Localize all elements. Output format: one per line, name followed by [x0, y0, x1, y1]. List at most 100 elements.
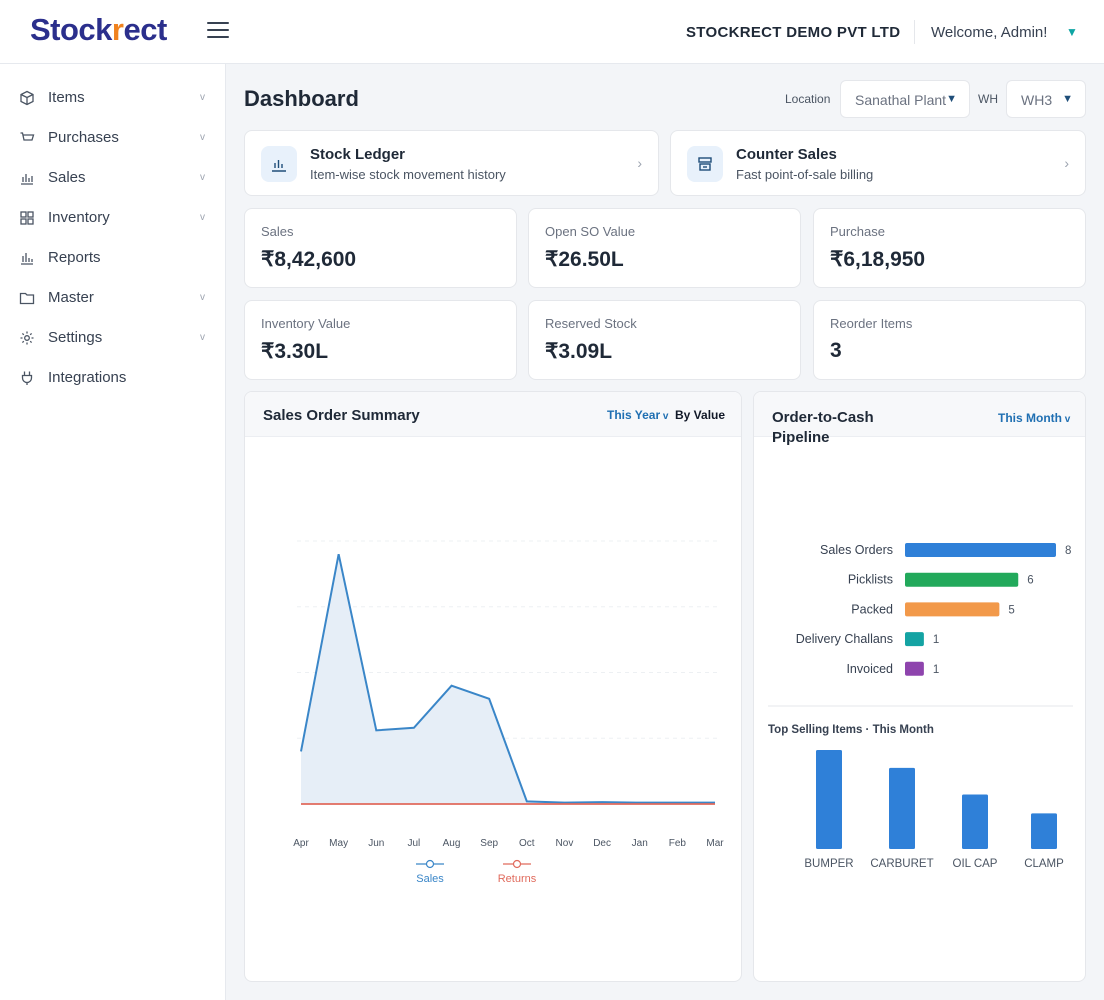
top-selling-title: Top Selling Items · This Month [768, 724, 934, 736]
sidebar-item-label: Items [48, 89, 85, 106]
legend-marker [425, 859, 435, 869]
sales-order-summary-card: Sales Order Summary This Year v By Value… [244, 391, 742, 982]
register-icon [687, 146, 723, 182]
sales-line [300, 553, 715, 804]
grid-icon [20, 211, 34, 225]
chevron-right-icon: › [1064, 155, 1069, 171]
quick-link-title: Counter Sales [736, 146, 837, 163]
warehouse-select[interactable]: WH3 ▼ [1006, 80, 1086, 118]
legend-label: Sales [416, 873, 444, 885]
sidebar-item-label: Sales [48, 169, 86, 186]
warehouse-value: WH3 [1021, 92, 1053, 108]
folder-icon [19, 292, 35, 305]
kpi-card-open-so-value: Open SO Value ₹26.50L [528, 208, 801, 288]
logo-text-suffix: ect [123, 12, 168, 47]
sidebar-item-label: Master [48, 289, 94, 306]
x-tick-label: Jul [408, 838, 421, 849]
kpi-card-reorder-items: Reorder Items 3 [813, 300, 1086, 380]
chevron-down-icon: v [200, 292, 205, 303]
kpi-label: Open SO Value [545, 224, 636, 239]
x-tick-label: Nov [556, 838, 574, 849]
location-select[interactable]: Sanathal Plant ▼ [840, 80, 970, 118]
sidebar-item-settings[interactable]: Settings v [0, 320, 226, 356]
chevron-down-icon: ▼ [1062, 93, 1073, 105]
menu-toggle-icon[interactable] [207, 22, 229, 40]
header-divider [914, 20, 915, 44]
kpi-label: Purchase [830, 224, 885, 239]
top-bar: Stockrect STOCKRECT DEMO PVT LTD Welcome… [0, 0, 1104, 64]
welcome-text[interactable]: Welcome, Admin! [931, 24, 1048, 41]
stock-ledger-link[interactable]: Stock Ledger Item-wise stock movement hi… [244, 130, 659, 196]
sidebar-item-label: Purchases [48, 129, 119, 146]
kpi-card-sales: Sales ₹8,42,600 [244, 208, 517, 288]
kpi-value: 3 [830, 339, 842, 362]
kpi-value: ₹3.09L [545, 340, 613, 363]
period-filter-label: This Year [607, 408, 661, 422]
x-tick-label: May [329, 838, 348, 849]
page-title: Dashboard [244, 86, 359, 111]
sidebar-item-label: Settings [48, 329, 103, 346]
pipeline-value: 5 [1008, 604, 1014, 616]
kpi-card-reserved-stock: Reserved Stock ₹3.09L [528, 300, 801, 380]
box-icon [20, 90, 34, 106]
pipeline-bar [905, 632, 924, 647]
x-tick-label: Aug [443, 838, 461, 849]
chevron-down-icon: ▼ [946, 93, 957, 105]
kpi-value: ₹3.30L [261, 340, 329, 363]
sidebar-item-items[interactable]: Items v [0, 80, 226, 116]
sidebar-item-master[interactable]: Master v [0, 280, 226, 316]
kpi-label: Sales [261, 224, 294, 239]
chevron-down-icon: v [200, 132, 205, 143]
bar-chart-icon [21, 174, 33, 185]
period-filter[interactable]: This Year v [607, 408, 669, 422]
x-tick-label: Jan [632, 838, 648, 849]
x-tick-label: Oct [519, 838, 535, 849]
logo-text-prefix: Stock [30, 12, 112, 47]
top-item-bar [1031, 813, 1057, 849]
pipeline-stage-label: Delivery Challans [796, 632, 893, 646]
user-menu-caret-icon[interactable]: ▼ [1066, 25, 1078, 39]
sidebar: Items v Purchases v Sales v Inventory v … [0, 64, 226, 1000]
kpi-value: ₹8,42,600 [261, 248, 357, 271]
gear-icon [20, 331, 34, 345]
kpi-value: ₹26.50L [545, 248, 624, 271]
sidebar-item-purchases[interactable]: Purchases v [0, 120, 226, 156]
pipeline-chart: Sales Orders 8 Picklists 6 Packed 5 Delivery C… [768, 543, 1073, 870]
x-tick-label: Apr [293, 838, 309, 849]
by-value-toggle[interactable]: By Value [675, 408, 726, 422]
top-item-label: CLAMP [1024, 858, 1064, 870]
sidebar-item-inventory[interactable]: Inventory v [0, 200, 226, 236]
sidebar-item-integrations[interactable]: Integrations [0, 360, 226, 396]
logo[interactable]: Stockrect [30, 12, 167, 48]
quick-link-subtitle: Fast point-of-sale billing [736, 167, 874, 182]
sales-order-chart: Apr May Jun Jul Aug Sep Oct Nov Dec Jan Feb Mar Sale… [293, 540, 724, 885]
card-title-line: Order-to-Cash [772, 409, 874, 426]
bar-chart-icon [21, 253, 33, 265]
warehouse-label: WH [978, 92, 998, 106]
chevron-down-icon: v [200, 212, 205, 223]
sales-area [301, 554, 715, 804]
x-tick-label: Dec [593, 838, 611, 849]
plug-icon [21, 371, 33, 385]
sidebar-item-reports[interactable]: Reports [0, 240, 226, 276]
pipeline-bar [905, 572, 1019, 587]
top-item-bar [889, 767, 915, 849]
card-title-line: Pipeline [772, 429, 830, 446]
top-item-bar [962, 794, 988, 849]
sidebar-item-label: Reports [48, 249, 101, 266]
kpi-label: Reserved Stock [545, 316, 637, 331]
counter-sales-link[interactable]: Counter Sales Fast point-of-sale billing… [670, 130, 1086, 196]
sidebar-item-sales[interactable]: Sales v [0, 160, 226, 196]
top-item-label: BUMPER [804, 858, 853, 870]
pipeline-bar [905, 543, 1056, 557]
x-tick-label: Feb [669, 838, 687, 849]
x-tick-label: Mar [706, 838, 724, 849]
kpi-card-inventory-value: Inventory Value ₹3.30L [244, 300, 517, 380]
card-header: Sales Order Summary This Year v By Value [245, 392, 741, 437]
location-label: Location [785, 92, 831, 106]
kpi-value: ₹6,18,950 [830, 248, 926, 271]
sidebar-item-label: Integrations [48, 369, 127, 386]
location-value: Sanathal Plant [855, 92, 947, 108]
quick-link-title: Stock Ledger [310, 146, 406, 163]
period-filter[interactable]: This Month v [998, 411, 1071, 425]
